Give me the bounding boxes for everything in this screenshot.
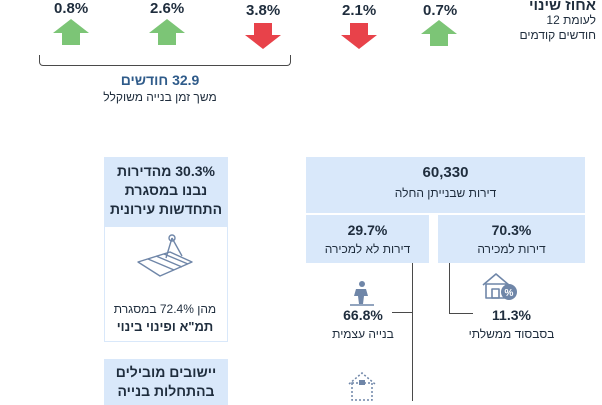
change-value-5: 0.7% — [423, 2, 458, 19]
subsidized-value: 11.3% — [492, 307, 531, 323]
urban-renewal-sub: מהן 72.4% במסגרת תמ"א ופינוי בינוי — [104, 300, 226, 336]
urban-renewal-panel — [104, 226, 228, 342]
change-header-line3: חודשים קודמים — [519, 28, 596, 42]
not-for-sale-label: דירות לא למכירה — [324, 242, 411, 256]
change-value-2: 2.6% — [150, 0, 185, 17]
duration-bracket — [39, 55, 291, 66]
self-build-label: בנייה עצמית — [332, 327, 394, 341]
change-value-4: 2.1% — [342, 2, 377, 19]
for-sale-label: דירות למכירה — [477, 242, 546, 256]
arrow-up-icon — [421, 20, 457, 46]
connector-line — [449, 263, 450, 314]
for-sale-box: 70.3% דירות למכירה — [438, 215, 585, 263]
change-value-1: 0.8% — [54, 0, 89, 17]
urban-renewal-box: 30.3% מהדירות נבנו במסגרת התחדשות עירוני… — [104, 157, 228, 230]
for-sale-value: 70.3% — [491, 222, 532, 238]
svg-text:%: % — [505, 288, 514, 299]
blueprint-compass-icon — [137, 234, 193, 277]
duration-value: 32.9 חודשים — [120, 72, 200, 88]
change-header-line2: לעומת 12 — [546, 13, 596, 27]
urban-renewal-sub2: תמ"א ופינוי בינוי — [116, 319, 214, 334]
duration-block: 32.9 חודשים משך זמן בנייה משוקלל — [60, 72, 260, 104]
urban-renewal-sub1: מהן 72.4% במסגרת — [113, 302, 217, 316]
connector-line — [392, 312, 412, 313]
leading-towns-line1: יישובים מובילים — [115, 364, 217, 380]
connector-line — [449, 313, 473, 314]
house-percent-icon: % — [482, 273, 517, 300]
connector-line — [412, 263, 413, 401]
house-outline-icon — [348, 372, 376, 401]
duration-label: משך זמן בנייה משוקלל — [103, 90, 217, 104]
urban-renewal-line2: נבנו במסגרת — [124, 182, 208, 198]
subsidized-label: בסבסוד ממשלתי — [468, 327, 555, 341]
not-for-sale-value: 29.7% — [347, 222, 388, 238]
change-header-title: אחוז שינוי — [528, 0, 596, 14]
change-value-3: 3.8% — [246, 2, 281, 19]
leading-towns-box: יישובים מובילים בהתחלות בנייה — [104, 359, 228, 405]
total-starts-label: דירות שבנייתן החלה — [394, 186, 497, 200]
builder-icon — [350, 281, 374, 306]
subsidized-block: 11.3% בסבסוד ממשלתי — [438, 306, 585, 344]
arrow-up-icon — [149, 19, 185, 45]
arrow-down-icon — [341, 23, 377, 49]
self-build-block: 66.8% בנייה עצמית — [318, 306, 408, 344]
arrow-up-icon — [53, 19, 89, 45]
arrow-down-icon — [245, 23, 281, 49]
urban-renewal-line3: התחדשות עירונית — [109, 201, 223, 217]
change-header: אחוז שינוי לעומת 12 חודשים קודמים — [519, 0, 596, 43]
urban-renewal-line1: 30.3% מהדירות — [117, 163, 215, 179]
not-for-sale-box: 29.7% דירות לא למכירה — [306, 215, 429, 263]
self-build-value: 66.8% — [343, 307, 383, 323]
total-starts-box: 60,330 דירות שבנייתן החלה — [306, 157, 585, 213]
leading-towns-line2: בהתחלות בנייה — [117, 383, 215, 399]
total-starts-value: 60,330 — [422, 164, 469, 181]
